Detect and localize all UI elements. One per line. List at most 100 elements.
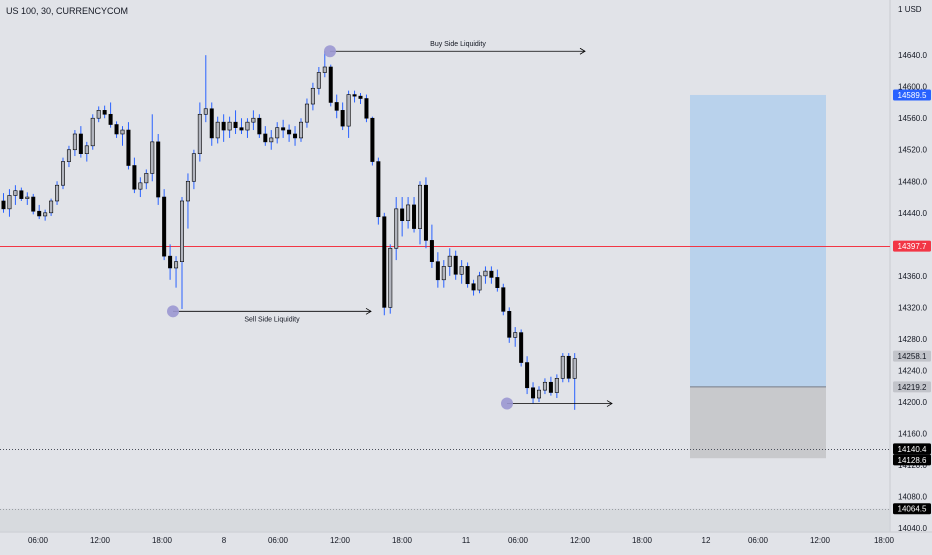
unit-marker: 1 [898, 5, 903, 14]
price-tag-label: 14258.1 [898, 352, 927, 361]
candle-bear [257, 117, 262, 135]
candle-bear [507, 311, 512, 338]
candle-bull [13, 190, 18, 196]
time-tick-label: 06:00 [268, 536, 289, 545]
time-tick-label: 11 [462, 536, 471, 545]
candle-bull [477, 275, 482, 291]
candle-bull [554, 378, 559, 393]
candle-bull [43, 212, 48, 217]
candle-bull [245, 121, 250, 131]
candle-bull [560, 355, 565, 379]
time-tick-label: 18:00 [152, 536, 173, 545]
price-tick-label: 14160.0 [898, 429, 927, 438]
candle-bull [513, 332, 518, 338]
candle-bear [525, 362, 530, 389]
candle-bear [108, 113, 113, 125]
candle-bear [156, 141, 161, 198]
candle-bear [239, 127, 244, 131]
price-tag-box [893, 454, 931, 466]
candle-bull [572, 358, 577, 379]
candle-bull [269, 137, 274, 143]
candle-bull [180, 200, 185, 262]
price-tags: 14589.5 14397.7 14258.1 14219.2 14140.4 14128… [893, 89, 931, 515]
candle-bull [138, 182, 143, 190]
candle-bull [275, 127, 280, 139]
price-tick-label: 14320.0 [898, 303, 927, 312]
candle-bull [96, 110, 101, 119]
candle-bear [489, 270, 494, 278]
candle-bull [25, 196, 30, 199]
price-tick-label: 14280.0 [898, 335, 927, 344]
candle-bear [287, 129, 292, 135]
recent-low-arrow-arrowhead [606, 400, 613, 407]
candle-bear [548, 381, 553, 393]
time-tick-label: 8 [222, 536, 227, 545]
candles [1, 51, 577, 410]
candle-bull [441, 266, 446, 281]
candle-bull [346, 94, 351, 127]
candle-bear [37, 210, 42, 217]
price-tag-label: 14219.2 [898, 383, 927, 392]
candle-bear [114, 124, 119, 135]
candle-bear [19, 190, 24, 199]
time-tick-label: 12:00 [330, 536, 351, 545]
horizontal-lines [0, 246, 890, 532]
candle-bear [168, 255, 173, 269]
price-tag-box [893, 240, 931, 252]
candle-bull [55, 184, 60, 202]
candle-bear [126, 129, 131, 166]
candle-bull [483, 270, 488, 277]
candle-bear [364, 98, 369, 119]
candle-bull [417, 184, 422, 229]
candle-bull [406, 204, 411, 221]
candle-bear [376, 161, 381, 218]
price-tick-label: 14480.0 [898, 177, 927, 186]
candle-bull [304, 103, 309, 123]
candle-bear [412, 204, 417, 229]
candle-bear [233, 121, 238, 128]
candle-bull [298, 121, 303, 139]
candle-bear [352, 94, 357, 97]
candle-bull [150, 141, 155, 174]
time-tick-label: 18:00 [392, 536, 413, 545]
swing-low-marker [167, 305, 179, 318]
candle-bull [542, 381, 547, 391]
candle-bear [501, 287, 506, 312]
candle-bull [191, 153, 196, 182]
price-tag-box [893, 443, 931, 455]
candle-bear [102, 110, 107, 115]
price-tick-label: 14520.0 [898, 146, 927, 155]
recent-low-marker [501, 397, 513, 410]
time-tick-label: 18:00 [632, 536, 653, 545]
time-tick-label: 06:00 [508, 536, 529, 545]
price-tick-label: 14640.0 [898, 51, 927, 60]
candle-bear [519, 332, 524, 363]
candle-bear [340, 110, 345, 127]
price-tick-label: 14080.0 [898, 493, 927, 502]
price-tag-label: 14397.7 [898, 242, 927, 251]
time-axis-background [0, 532, 932, 550]
candle-bull [60, 161, 65, 186]
time-tick-label: 18:00 [874, 536, 895, 545]
candle-bull [394, 208, 399, 249]
price-tag-label: 14140.4 [898, 445, 927, 454]
stop-zone [690, 386, 826, 459]
price-axis: 14640.0 14600.0 14560.0 14520.0 14480.0 14440… [898, 51, 927, 533]
price-tick-label: 14440.0 [898, 209, 927, 218]
price-tick-label: 14600.0 [898, 83, 927, 92]
candle-bull [120, 129, 125, 135]
candle-bull [185, 180, 190, 202]
candle-bear [453, 255, 458, 275]
candle-bear [423, 184, 428, 241]
candle-bear [429, 240, 434, 262]
candle-bear [78, 133, 83, 154]
candle-bull [251, 117, 256, 123]
candle-bear [31, 196, 36, 212]
price-tag-label: 14128.6 [898, 456, 927, 465]
time-tick-label: 12:00 [570, 536, 591, 545]
price-tick-label: 14200.0 [898, 398, 927, 407]
candle-bear [370, 117, 375, 162]
currency-unit: 1 USD [898, 5, 922, 14]
candle-bear [400, 208, 405, 221]
